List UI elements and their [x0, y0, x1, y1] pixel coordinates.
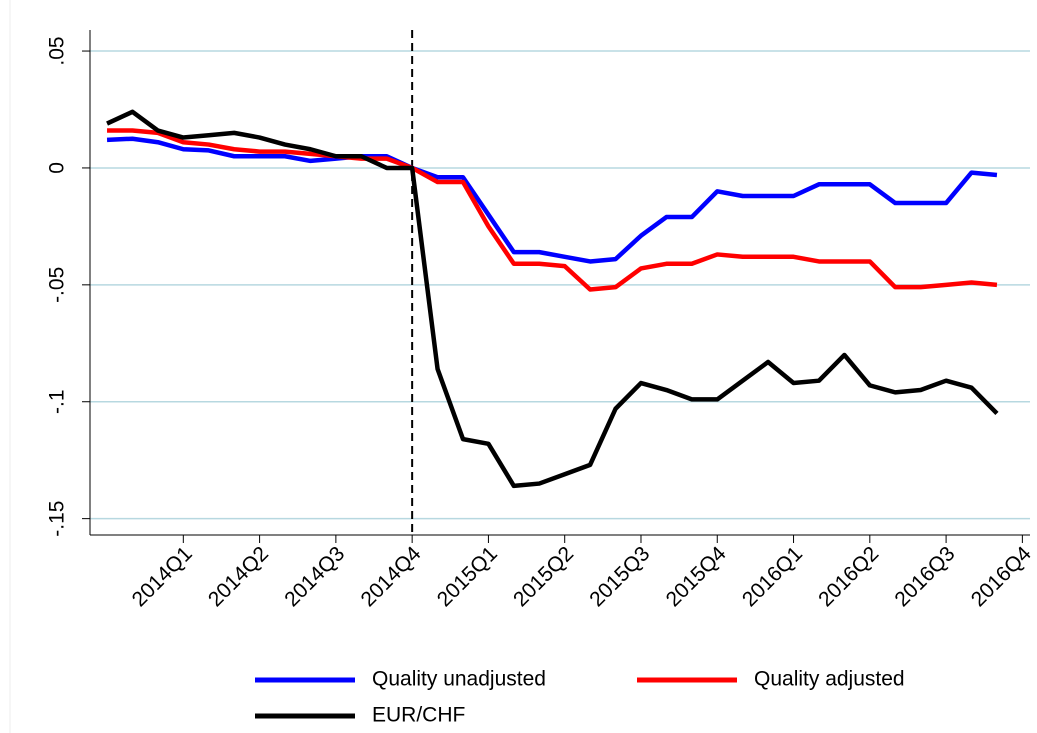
y-tick-label: .05: [46, 36, 69, 65]
y-tick-label: 0: [46, 162, 69, 174]
y-tick-label: -.1: [46, 389, 69, 414]
series-line: [106, 136, 998, 264]
legend-label: Quality unadjusted: [372, 668, 546, 691]
y-tick-label: -.05: [46, 267, 69, 303]
series-line: [106, 109, 999, 489]
legend-label: EUR/CHF: [372, 704, 465, 727]
legend-label: Quality adjusted: [754, 668, 905, 691]
series-line: [107, 128, 998, 292]
y-tick-label: -.15: [46, 501, 69, 537]
